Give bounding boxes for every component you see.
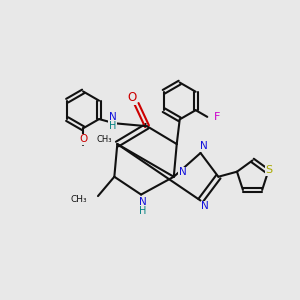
Text: N: N [179,167,187,177]
Text: H: H [109,121,116,131]
Text: F: F [214,112,220,122]
Text: H: H [139,206,146,216]
Text: N: N [109,112,117,122]
Text: CH₃: CH₃ [71,194,88,203]
Text: O: O [128,92,137,104]
Text: CH₃: CH₃ [97,135,112,144]
Text: N: N [139,197,146,207]
Text: O: O [79,134,87,144]
Text: N: N [200,140,207,151]
Text: S: S [265,165,272,175]
Text: N: N [201,202,209,212]
